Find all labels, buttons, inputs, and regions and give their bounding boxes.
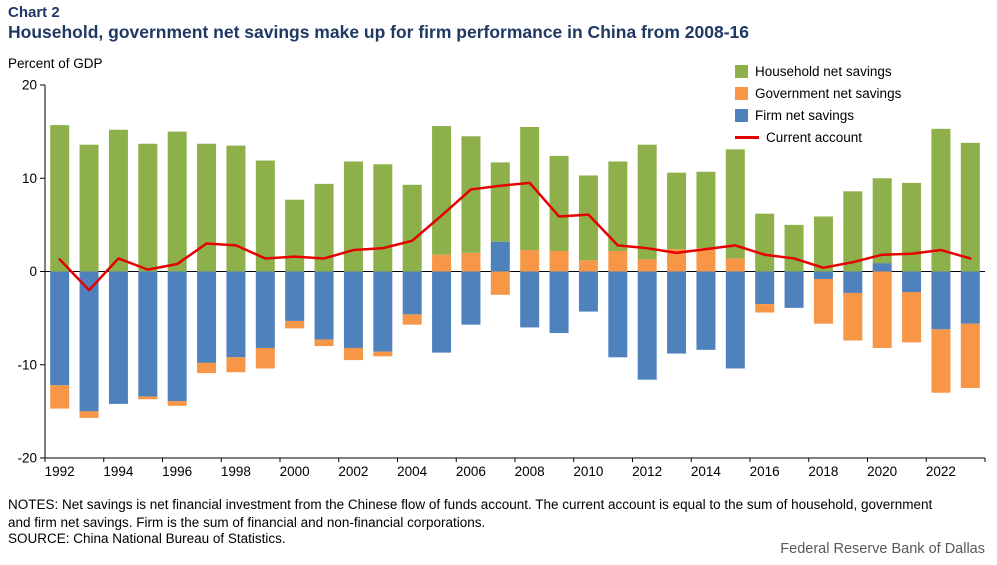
legend-item-firm-net-savings: Firm net savings (735, 104, 901, 126)
chart-number-label: Chart 2 (8, 4, 60, 21)
svg-text:2016: 2016 (750, 464, 780, 479)
firm-swatch-icon (735, 108, 748, 122)
svg-text:20: 20 (22, 78, 37, 93)
government-swatch-icon (735, 86, 748, 100)
svg-text:2020: 2020 (867, 464, 897, 479)
svg-text:0: 0 (29, 264, 37, 279)
chart-source: SOURCE: China National Bureau of Statist… (8, 531, 286, 546)
svg-text:2008: 2008 (515, 464, 545, 479)
legend-item-government-net-savings: Government net savings (735, 82, 901, 104)
svg-text:2012: 2012 (632, 464, 662, 479)
svg-text:10: 10 (22, 171, 37, 186)
svg-text:2022: 2022 (926, 464, 956, 479)
current-account-line-icon (735, 135, 759, 139)
svg-text:2014: 2014 (691, 464, 722, 479)
svg-text:1992: 1992 (45, 464, 75, 479)
svg-text:1996: 1996 (162, 464, 192, 479)
legend-label-current-account: Current account (766, 129, 863, 145)
svg-text:2004: 2004 (397, 464, 428, 479)
svg-text:1994: 1994 (103, 464, 134, 479)
household-swatch-icon (735, 64, 748, 78)
svg-text:2002: 2002 (338, 464, 368, 479)
chart-title: Household, government net savings make u… (8, 22, 750, 42)
svg-text:2018: 2018 (808, 464, 838, 479)
legend-label-firm: Firm net savings (755, 107, 855, 123)
chart-notes: NOTES: Net savings is net financial inve… (8, 497, 933, 530)
svg-text:2000: 2000 (280, 464, 310, 479)
legend-label-government: Government net savings (755, 85, 902, 101)
legend-label-household: Household net savings (755, 63, 892, 79)
y-axis-unit-label: Percent of GDP (8, 56, 103, 71)
svg-text:2006: 2006 (456, 464, 486, 479)
svg-text:-20: -20 (17, 451, 37, 466)
svg-text:2010: 2010 (573, 464, 603, 479)
legend-item-household-net-savings: Household net savings (735, 60, 901, 82)
svg-text:1998: 1998 (221, 464, 251, 479)
footer-organization: Federal Reserve Bank of Dallas (780, 541, 985, 557)
chart-legend: Household net savings Government net sav… (735, 60, 901, 148)
svg-text:-10: -10 (17, 357, 37, 372)
legend-item-current-account: Current account (735, 126, 901, 148)
